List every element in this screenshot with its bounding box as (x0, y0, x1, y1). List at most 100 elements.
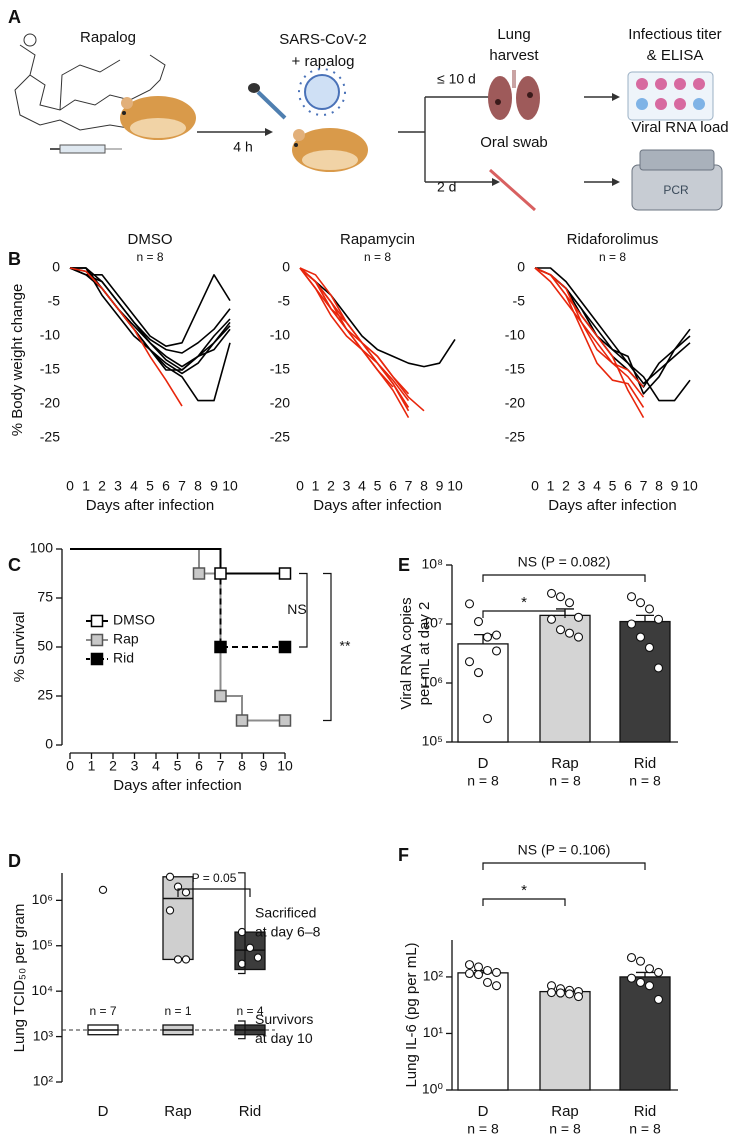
data-point (653, 663, 664, 673)
hamster-eye (294, 143, 298, 147)
data-point (482, 632, 493, 642)
panel-label: F (398, 845, 409, 865)
data-point (644, 642, 655, 653)
y-tick-label: -10 (505, 327, 525, 343)
group-label: at day 6–8 (255, 923, 321, 939)
arrowhead (612, 93, 620, 101)
chart-subtitle: n = 8 (599, 250, 626, 264)
x-tick-label: D (478, 1103, 489, 1120)
weight-line (299, 267, 394, 388)
syringe-body (59, 144, 106, 154)
data-point (653, 614, 664, 624)
y-tick-label: 10³ (33, 1027, 54, 1043)
data-point (626, 619, 637, 629)
x-tick-label: 7 (217, 758, 225, 774)
y-tick-label: -15 (270, 361, 290, 377)
y-tick-label: 10⁷ (422, 615, 443, 631)
data-point (173, 955, 183, 964)
pcr-machine: PCR (631, 149, 723, 211)
significance-label: NS (P = 0.106) (518, 842, 611, 858)
x-axis-label: Days after infection (313, 497, 441, 514)
y-tick-label: 0 (52, 259, 60, 275)
bond (19, 44, 166, 111)
y-axis-label: Lung TCID₅₀ per gram (11, 904, 28, 1053)
label: & ELISA (647, 47, 704, 64)
x-tick-label: 3 (343, 478, 351, 494)
syringe (50, 144, 122, 154)
data-point (653, 994, 664, 1004)
data-point (245, 943, 255, 952)
virus-spikes (298, 68, 346, 116)
x-axis-label: Days after infection (113, 777, 241, 794)
atom (23, 33, 37, 47)
y-axis-label: % Survival (11, 612, 28, 683)
x-tick-label: 10 (447, 478, 463, 494)
data-point (644, 604, 655, 614)
label: harvest (489, 47, 539, 64)
label: Rapalog (80, 29, 136, 46)
data-point (564, 598, 575, 608)
y-axis-label: Viral RNA copies (398, 597, 415, 709)
y-tick-label: -10 (40, 327, 60, 343)
data-point (635, 598, 646, 608)
significance-label: P = 0.05 (192, 871, 237, 885)
data-point (644, 981, 655, 991)
virus-particle (304, 74, 340, 110)
y-tick-label: 10⁶ (422, 674, 443, 690)
weight-line (535, 267, 691, 385)
n-label: n = 8 (549, 773, 581, 789)
group-bracket (238, 1020, 246, 1040)
panel-label: C (8, 555, 21, 575)
survival-line (70, 548, 285, 575)
lungs (488, 70, 540, 120)
data-point (644, 964, 655, 974)
legend-label: DMSO (113, 612, 155, 628)
x-tick-label: 9 (260, 758, 268, 774)
x-tick-label: D (478, 755, 489, 772)
weight-line (69, 267, 231, 347)
data-point (181, 888, 191, 897)
survival-marker (235, 714, 249, 727)
x-tick-label: 1 (82, 478, 90, 494)
significance-bracket (177, 888, 251, 897)
well (636, 78, 648, 90)
x-tick-label: 7 (405, 478, 413, 494)
panel-label: D (8, 851, 21, 871)
data-point (473, 668, 484, 678)
data-point (635, 632, 646, 642)
x-tick-label: 1 (88, 758, 96, 774)
virus (298, 68, 346, 116)
legend-label: Rap (113, 631, 139, 647)
label: 2 d (437, 179, 456, 195)
data-point (626, 953, 637, 963)
x-tick-label: 0 (66, 758, 74, 774)
y-tick-label: 25 (37, 687, 53, 703)
x-tick-label: 0 (66, 478, 74, 494)
well (674, 78, 686, 90)
significance-bracket (482, 574, 646, 582)
y-tick-label: -25 (270, 429, 290, 445)
data-point (473, 617, 484, 627)
y-tick-label: 0 (282, 259, 290, 275)
x-tick-label: Rid (634, 755, 657, 772)
weight-line (534, 267, 645, 418)
x-tick-label: 6 (624, 478, 632, 494)
x-tick-label: 6 (162, 478, 170, 494)
panel-label: A (8, 7, 21, 27)
arrowhead (612, 178, 620, 186)
x-tick-label: 8 (420, 478, 428, 494)
well (693, 98, 705, 110)
x-tick-label: 4 (130, 478, 138, 494)
data-point (98, 885, 108, 895)
bar (539, 614, 591, 743)
significance-label: * (521, 882, 527, 899)
group-label: at day 10 (255, 1030, 313, 1046)
x-tick-label: 10 (682, 478, 698, 494)
y-tick-label: 10¹ (423, 1024, 444, 1040)
schematic: A Rapalog 4 h SARS-CoV-2 + rapalog (8, 7, 729, 212)
y-tick-label: 10⁶ (32, 891, 53, 907)
weight-line (299, 267, 456, 368)
y-tick-label: 50 (37, 638, 53, 654)
label: PCR (663, 183, 689, 197)
